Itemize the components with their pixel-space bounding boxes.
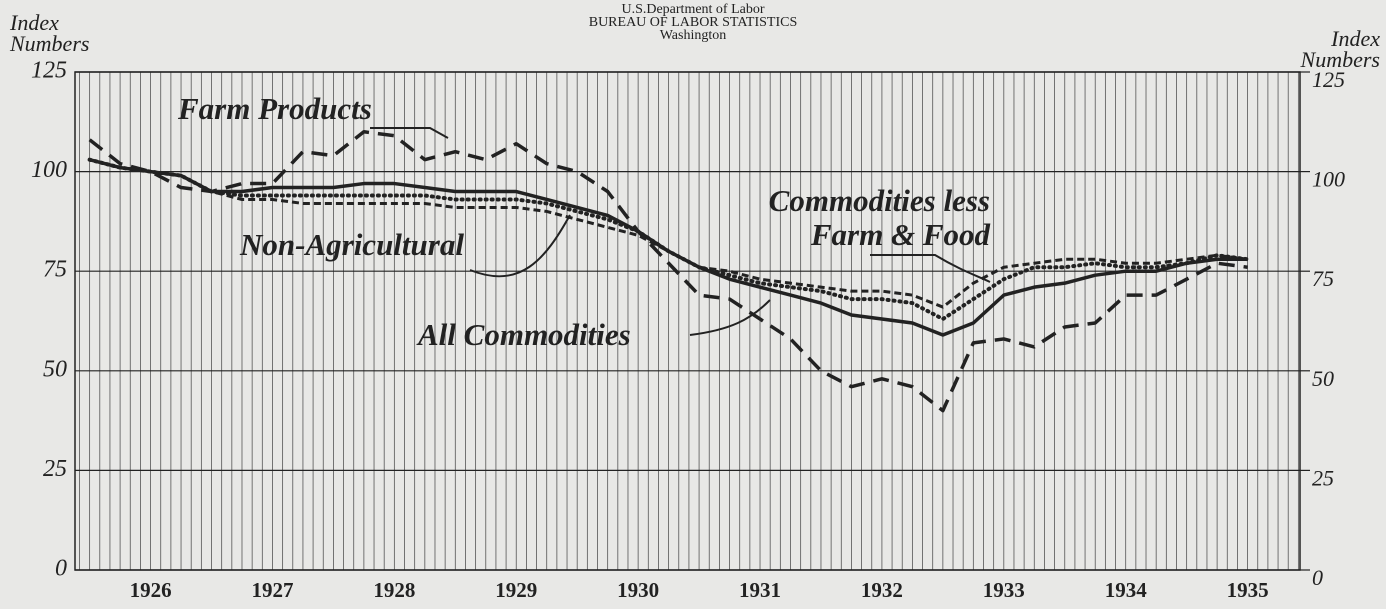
y2-tick-label: 0: [1312, 565, 1323, 590]
y-tick-label: 0: [55, 556, 67, 582]
y2-tick-label: 50: [1312, 366, 1334, 391]
series-label: Farm Products: [178, 91, 372, 126]
y2-axis-label: Index Numbers: [1300, 26, 1380, 72]
x-tick-label: 1929: [495, 578, 537, 602]
header-line: Washington: [659, 28, 727, 43]
x-tick-label: 1928: [373, 578, 415, 602]
series-label: All Commodities: [418, 317, 631, 352]
y-tick-label: 125: [31, 58, 67, 84]
series-label: Commodities less Farm & Food: [768, 183, 990, 252]
y-tick-label: 100: [31, 157, 67, 183]
y-axis-label: Index Numbers: [10, 10, 90, 56]
y-tick-label: 25: [43, 456, 67, 482]
x-tick-label: 1926: [130, 578, 172, 602]
header-line: U.S.Department of Labor: [621, 2, 765, 17]
series-line: [89, 158, 1248, 309]
x-tick-label: 1930: [617, 578, 659, 602]
grid: [79, 72, 1299, 570]
callout-arrows: [370, 127, 991, 336]
y2-tick-label: 125: [1312, 67, 1345, 92]
header-line: BUREAU OF LABOR STATISTICS: [588, 15, 798, 30]
x-tick-label: 1931: [739, 578, 781, 602]
y2-tick-label: 100: [1312, 167, 1345, 192]
x-tick-label: 1932: [861, 578, 903, 602]
series-label: Non-Agricultural: [240, 227, 464, 262]
plot-frame: [74, 71, 1301, 571]
x-tick-label: 1933: [983, 578, 1025, 602]
x-tick-label: 1934: [1105, 578, 1148, 602]
y-tick-label: 75: [43, 257, 67, 283]
x-tick-label: 1935: [1227, 578, 1269, 602]
y-tick-label: 50: [43, 356, 67, 382]
x-tick-label: 1927: [251, 578, 293, 602]
series-line: [88, 130, 1248, 413]
y2-tick-label: 75: [1312, 266, 1334, 291]
y2-tick-label: 25: [1312, 465, 1334, 490]
series-line: [87, 157, 1250, 322]
